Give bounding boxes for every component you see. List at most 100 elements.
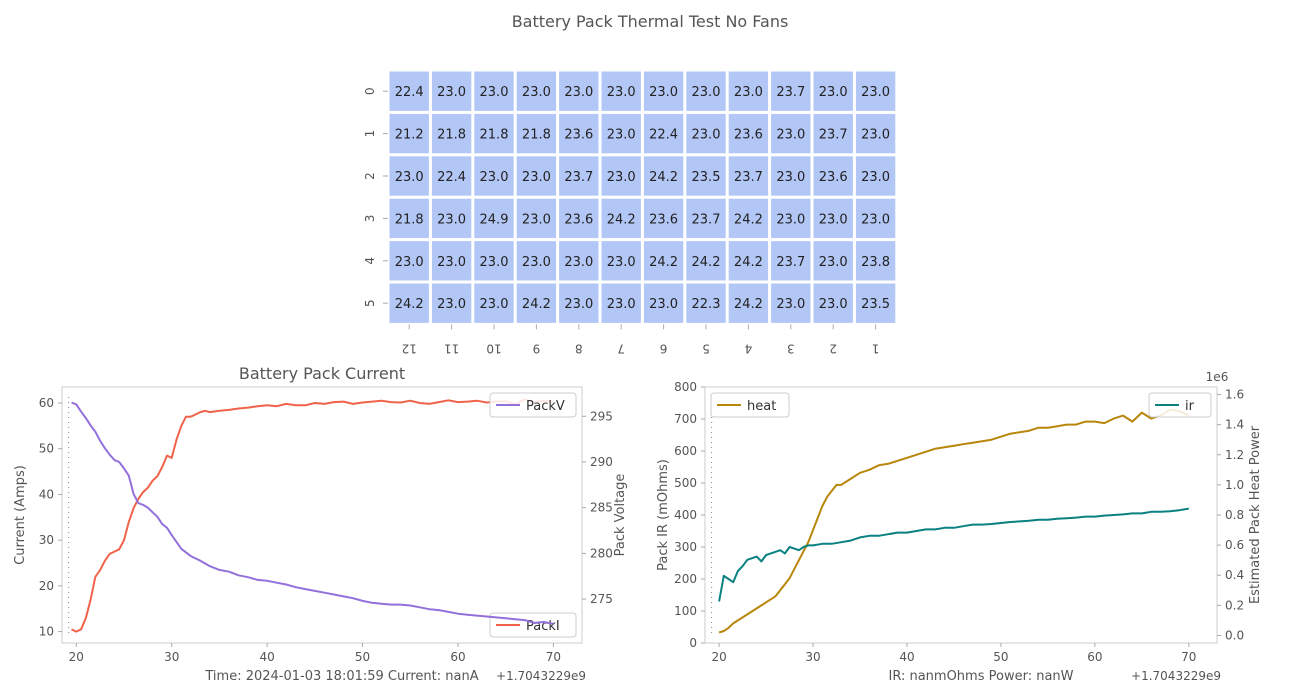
heatmap-cell-value: 23.0 <box>395 255 424 270</box>
x-tick-label: 20 <box>69 650 84 664</box>
pack-ir-chart: 20 30 40 50 60 7001002003004005006007008000.0… <box>656 370 1263 684</box>
heatmap-cell-value: 23.0 <box>776 212 805 227</box>
heatmap-cell <box>559 71 599 111</box>
heatmap-cell-value: 24.2 <box>607 212 636 227</box>
x-tick-label: 70 <box>1181 650 1196 664</box>
heatmap-cell <box>389 283 429 323</box>
heatmap-cell <box>686 113 726 154</box>
heatmap-cell-value: 23.0 <box>692 85 721 100</box>
heatmap-cell <box>813 198 853 239</box>
heatmap-cell <box>601 283 641 323</box>
legend-label: ir <box>1185 399 1195 414</box>
heatmap-cell <box>559 283 599 323</box>
heatmap-cell-value: 23.5 <box>692 170 721 185</box>
heatmap-col-label: 6 <box>660 341 668 355</box>
heatmap-cell-value: 23.0 <box>861 170 890 185</box>
heatmap-cell-value: 23.7 <box>776 85 805 100</box>
heatmap-cell <box>389 156 429 196</box>
heatmap-cell <box>516 71 557 111</box>
y-axis-label: Current (Amps) <box>13 465 28 565</box>
heatmap-col-label: 9 <box>533 341 541 355</box>
legend-box <box>710 392 790 418</box>
x-tick-label: 60 <box>1087 650 1102 664</box>
heatmap-cell <box>728 156 769 196</box>
heatmap-cell <box>686 241 726 281</box>
heatmap-cell <box>431 241 472 281</box>
y-tick-label: 500 <box>674 476 697 490</box>
heatmap-cell-value: 23.0 <box>607 170 636 185</box>
heatmap-cell <box>813 113 853 154</box>
heatmap-cell-value: 23.0 <box>437 212 466 227</box>
y-tick-label: 40 <box>39 487 54 501</box>
heatmap-cell-value: 23.6 <box>819 170 848 185</box>
x-tick-label: 50 <box>355 650 370 664</box>
heatmap-cell <box>389 71 429 111</box>
y-tick-label: 300 <box>674 540 697 554</box>
heatmap-cell-value: 23.0 <box>607 85 636 100</box>
heatmap-cell-value: 22.4 <box>395 85 424 100</box>
heatmap-cell-value: 23.0 <box>480 255 509 270</box>
heatmap-cell-value: 23.0 <box>819 297 848 312</box>
heatmap-cell <box>728 71 769 111</box>
x-tick-label: 20 <box>711 650 726 664</box>
series-line-packi <box>71 398 554 633</box>
y-tick-label: 400 <box>674 508 697 522</box>
x-tick-label: 70 <box>546 650 561 664</box>
heatmap-cell-value: 23.0 <box>564 297 593 312</box>
legend-box <box>1148 392 1212 418</box>
heatmap-cell-value: 23.5 <box>861 297 890 312</box>
heatmap-cell-value: 24.2 <box>395 297 424 312</box>
heatmap-cell-value: 23.6 <box>564 128 593 143</box>
heatmap-cell-value: 23.0 <box>607 128 636 143</box>
heatmap-row-label: 5 <box>363 299 377 307</box>
heatmap-cell <box>601 241 641 281</box>
y2-tick-label: 275 <box>590 592 613 606</box>
heatmap-cell <box>474 113 514 154</box>
heatmap-cell-value: 24.2 <box>734 297 763 312</box>
y2-tick-label: 0.4 <box>1225 568 1244 582</box>
series-line-ir <box>718 507 1189 602</box>
heatmap-cell-value: 23.0 <box>480 297 509 312</box>
heatmap-cell-value: 23.0 <box>480 170 509 185</box>
y2-axis-label: Pack Voltage <box>613 474 628 557</box>
heatmap-row-label: 2 <box>363 172 377 180</box>
heatmap-cell-value: 23.0 <box>564 255 593 270</box>
heatmap-cell <box>643 71 684 111</box>
heatmap-cell-value: 23.7 <box>692 212 721 227</box>
heatmap-cell <box>431 113 472 154</box>
y-tick-label: 200 <box>674 572 697 586</box>
heatmap-cell <box>516 198 557 239</box>
heatmap-cell <box>686 283 726 323</box>
x-tick-label: 60 <box>450 650 465 664</box>
heatmap-cell-value: 23.0 <box>437 297 466 312</box>
heatmap-cell <box>813 241 853 281</box>
thermal-heatmap: 22.4 23.0 23.0 23.0 23.0 23.0 23.0 23.0 23.0 23.7… <box>363 71 896 355</box>
heatmap-cell-value: 24.2 <box>692 255 721 270</box>
heatmap-cell-value: 23.0 <box>522 212 551 227</box>
x-tick-label: 50 <box>993 650 1008 664</box>
heatmap-cell <box>431 71 472 111</box>
heatmap-cell <box>474 241 514 281</box>
heatmap-cell-value: 23.0 <box>564 85 593 100</box>
y-tick-label: 700 <box>674 412 697 426</box>
y2-tick-label: 295 <box>590 409 613 423</box>
y2-tick-label: 0.8 <box>1225 508 1244 522</box>
y2-tick-label: 280 <box>590 546 613 560</box>
heatmap-cell <box>855 71 896 111</box>
heatmap-cell-value: 22.4 <box>437 170 466 185</box>
heatmap-col-label: 7 <box>617 341 625 355</box>
heatmap-cell-value: 23.0 <box>861 212 890 227</box>
y2-scale-label: 1e6 <box>1206 370 1229 384</box>
heatmap-col-label: 4 <box>745 341 753 355</box>
heatmap-cell-value: 23.7 <box>564 170 593 185</box>
heatmap-cell-value: 21.8 <box>522 128 551 143</box>
heatmap-cell-value: 23.6 <box>734 128 763 143</box>
y2-tick-label: 1.4 <box>1225 418 1244 432</box>
heatmap-cell-value: 23.0 <box>480 85 509 100</box>
heatmap-cell-value: 23.0 <box>819 212 848 227</box>
figure-title: Battery Pack Thermal Test No Fans <box>512 12 789 31</box>
heatmap-cell-value: 23.6 <box>564 212 593 227</box>
y2-tick-label: 285 <box>590 501 613 515</box>
heatmap-cell-value: 23.0 <box>861 128 890 143</box>
